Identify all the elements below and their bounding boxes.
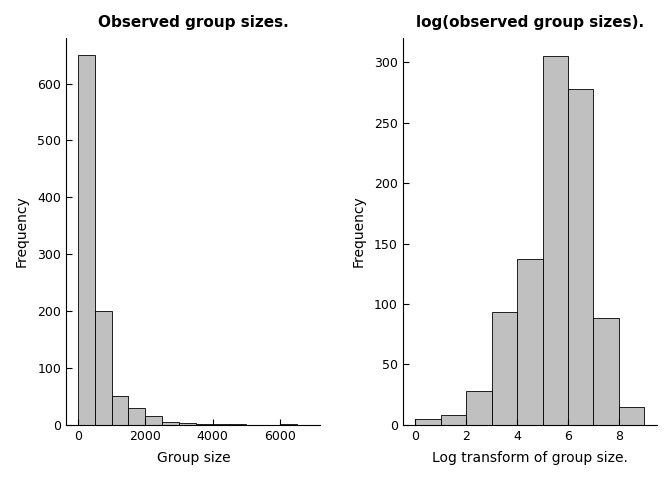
Bar xyxy=(415,419,441,425)
Bar xyxy=(568,89,593,425)
Bar xyxy=(145,416,162,425)
Bar xyxy=(230,424,247,425)
Y-axis label: Frequency: Frequency xyxy=(351,195,366,267)
Bar xyxy=(162,422,179,425)
Bar xyxy=(112,396,128,425)
Title: log(observed group sizes).: log(observed group sizes). xyxy=(416,15,644,30)
X-axis label: Log transform of group size.: Log transform of group size. xyxy=(432,451,628,465)
Bar xyxy=(196,424,212,425)
Bar xyxy=(492,312,517,425)
Bar xyxy=(179,423,196,425)
X-axis label: Group size: Group size xyxy=(157,451,230,465)
Bar xyxy=(95,311,112,425)
Bar xyxy=(593,318,619,425)
Bar xyxy=(466,391,492,425)
Bar xyxy=(212,424,230,425)
Title: Observed group sizes.: Observed group sizes. xyxy=(98,15,289,30)
Bar xyxy=(542,56,568,425)
Bar xyxy=(280,424,297,425)
Bar xyxy=(78,55,95,425)
Y-axis label: Frequency: Frequency xyxy=(15,195,29,267)
Bar xyxy=(441,415,466,425)
Bar xyxy=(619,407,644,425)
Bar xyxy=(128,408,145,425)
Bar xyxy=(517,259,542,425)
